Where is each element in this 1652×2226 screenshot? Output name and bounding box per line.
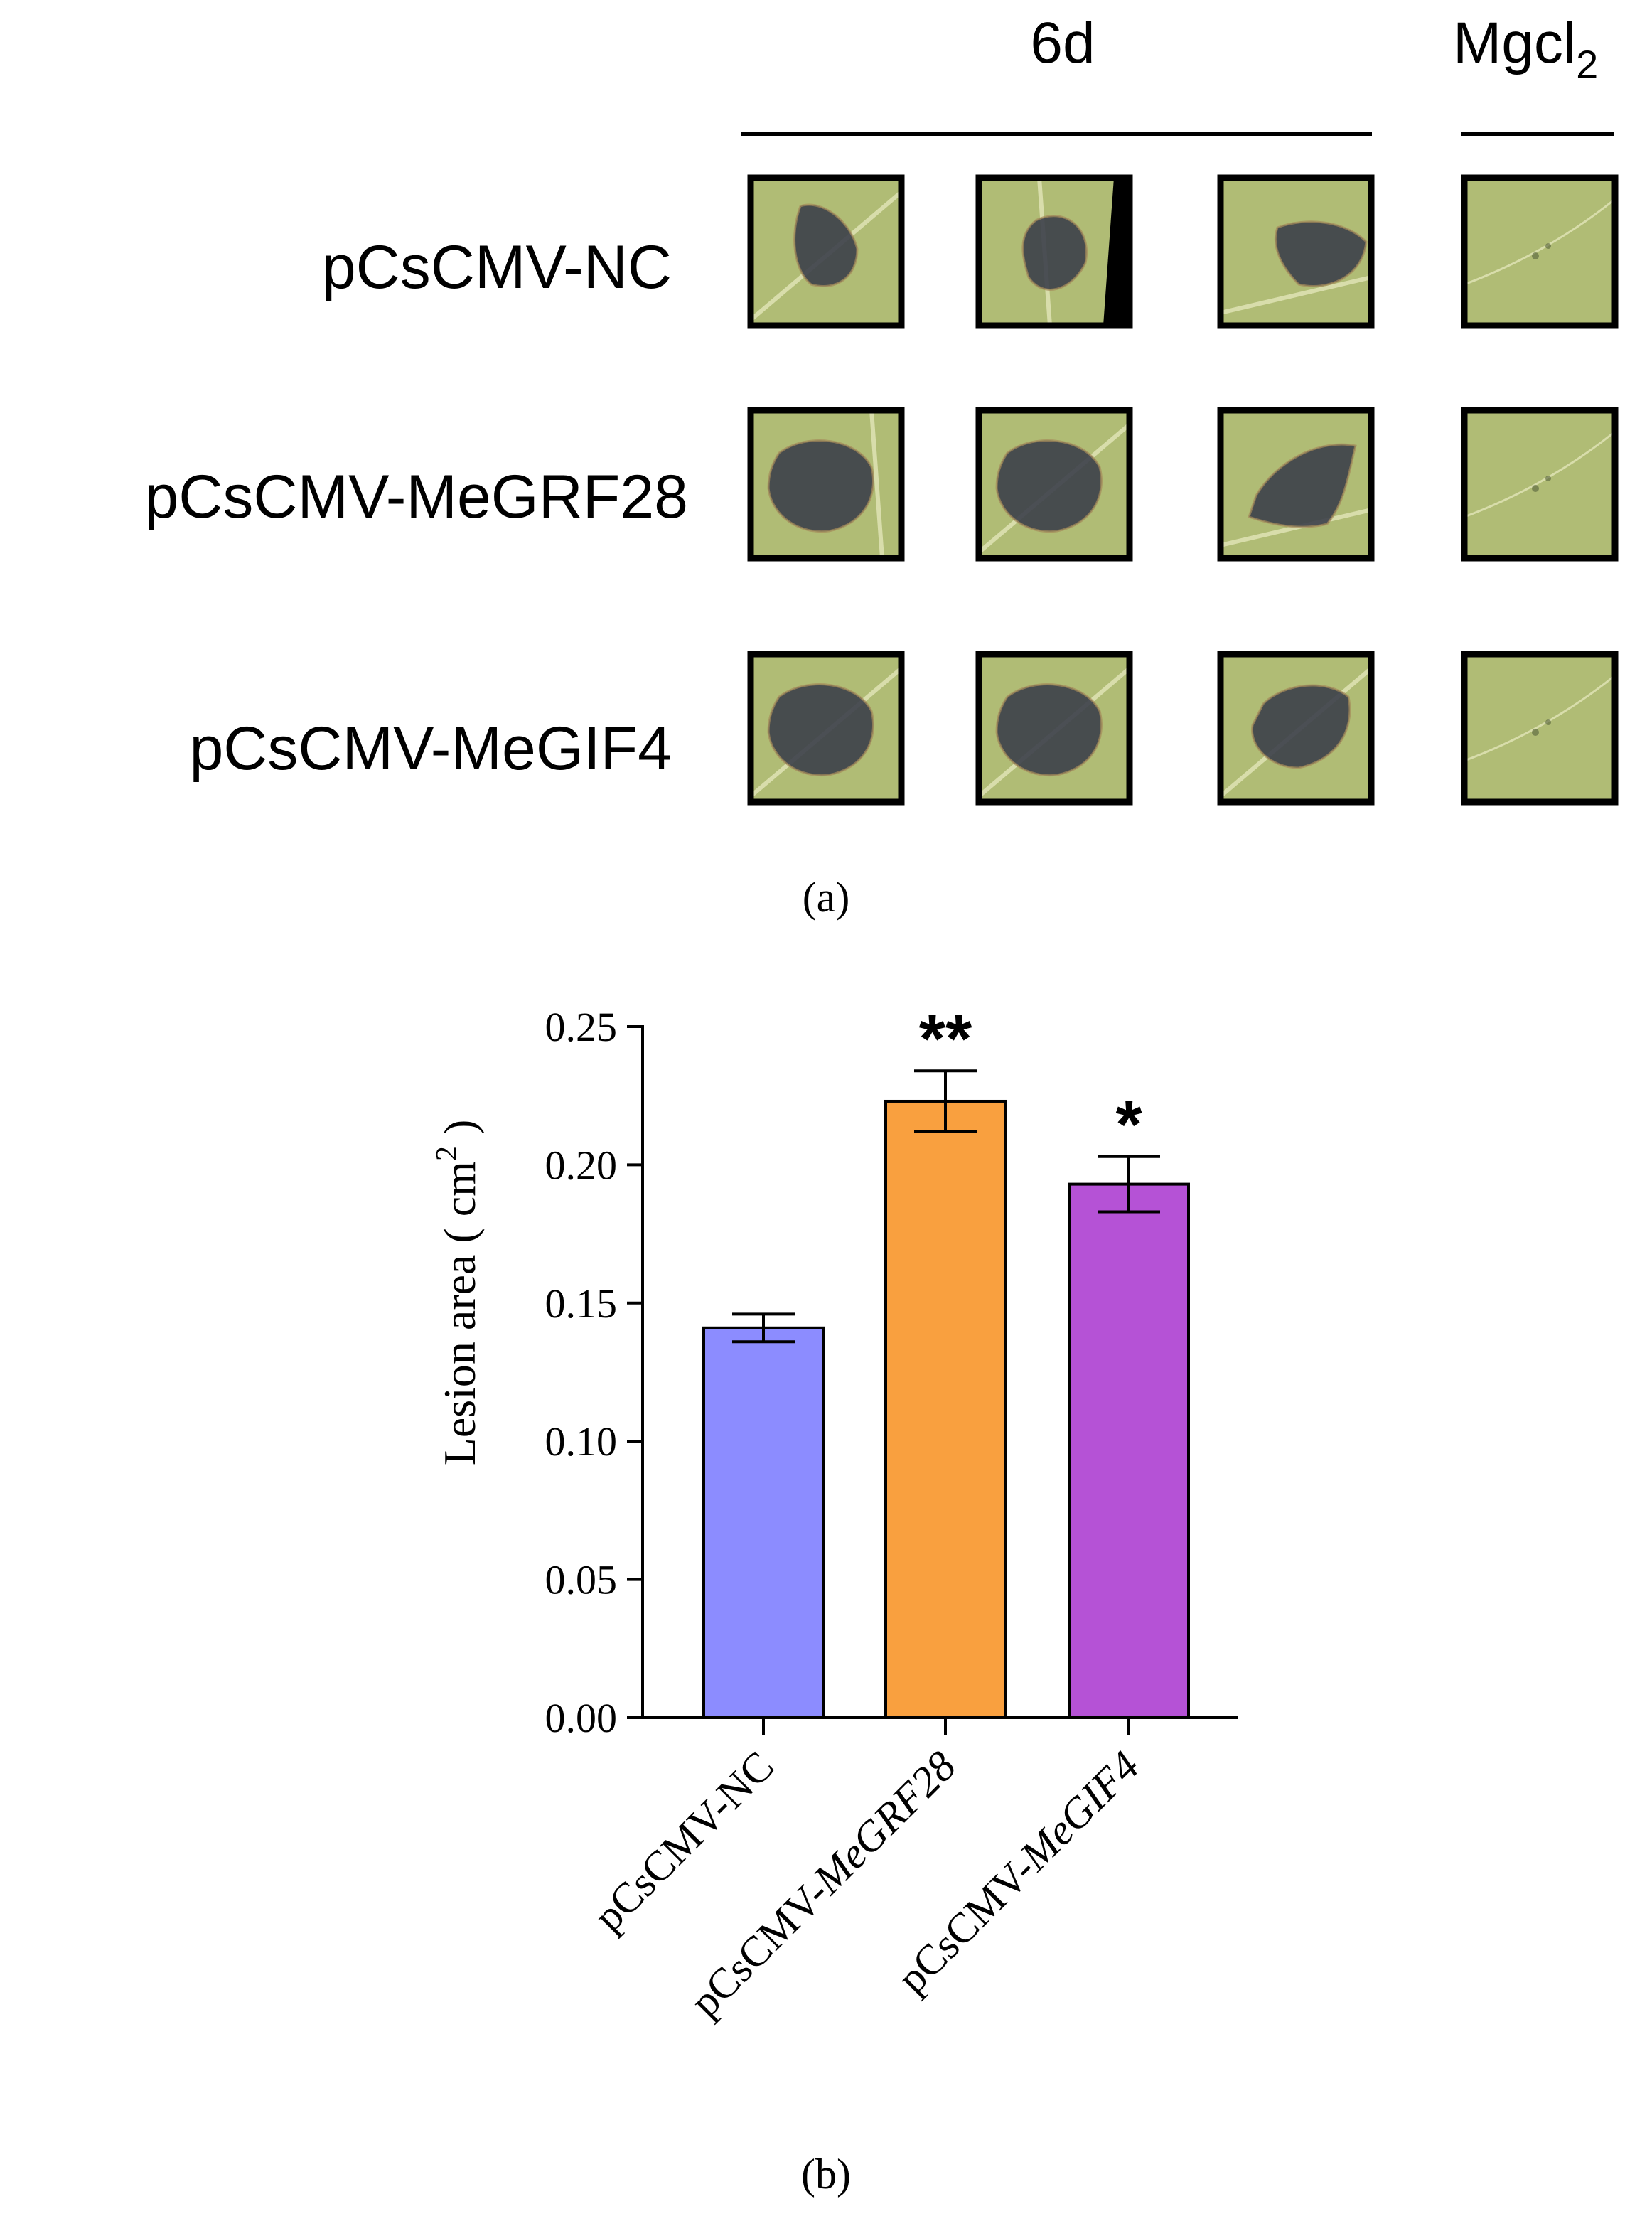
leaf-image-r3-c1	[747, 651, 905, 806]
lesion-area-bar-chart: Lesion area ( cm2 ) 0.00 0.05 0.10 0.15 0.20…	[431, 1001, 1238, 2026]
lesion-spot	[997, 440, 1102, 532]
leaf-image-r2-c2	[975, 407, 1133, 562]
y-tick-label: 0.15	[545, 1280, 618, 1327]
bar	[884, 1099, 1007, 1719]
panel-a: 6d Mgcl2 pCsCMV-NC pCsCMV-MeGRF28 pCsCMV…	[144, 11, 1619, 921]
leaf-image-r2-c4	[1461, 407, 1619, 562]
y-axis: 0.00 0.05 0.10 0.15 0.20 0.25	[545, 1004, 644, 1741]
y-tick-label: 0.05	[545, 1557, 618, 1603]
y-tick-label: 0.20	[545, 1142, 618, 1188]
y-tick-label: 0.00	[545, 1695, 618, 1741]
x-tick-label: pCsCMV-NC	[585, 1743, 783, 1941]
leaf-image-r2-c1	[747, 407, 905, 562]
leaf-image-r1-c4	[1461, 174, 1619, 329]
lesion-spot	[997, 684, 1102, 776]
leaf-image-r3-c3	[1217, 651, 1375, 806]
caption-b: (b)	[801, 2151, 851, 2198]
lesion-spot	[1022, 215, 1087, 290]
bar	[702, 1326, 825, 1719]
lesion-spot	[1252, 685, 1350, 768]
leaf-image-r3-c4	[1461, 651, 1619, 806]
row-label-megif4: pCsCMV-MeGIF4	[189, 715, 672, 783]
lesion-spot	[1275, 221, 1366, 287]
y-tick-label: 0.10	[545, 1418, 618, 1465]
leaf-image-grid	[747, 174, 1619, 806]
lesion-spot	[768, 440, 874, 532]
y-axis-label: Lesion area ( cm2 )	[431, 1120, 485, 1466]
leaf-image-r1-c2	[975, 174, 1133, 329]
leaf-image-r1-c3	[1217, 174, 1375, 329]
bar	[1068, 1182, 1190, 1719]
leaf-image-r1-c1	[747, 174, 905, 329]
leaf-image-r2-c3	[1217, 407, 1375, 562]
bars: ***	[702, 1001, 1190, 1719]
row-label-nc: pCsCMV-NC	[322, 233, 672, 301]
row-label-megrf28: pCsCMV-MeGRF28	[144, 463, 688, 531]
y-tick-label: 0.25	[545, 1004, 618, 1050]
significance-label: **	[919, 1001, 972, 1077]
leaf-image-r3-c2	[975, 651, 1133, 806]
lesion-spot	[768, 684, 874, 776]
significance-label: *	[1115, 1087, 1142, 1163]
caption-a: (a)	[803, 874, 850, 921]
header-6d: 6d	[1030, 11, 1095, 75]
lesion-spot	[1249, 444, 1356, 528]
header-mgcl: Mgcl2	[1453, 11, 1598, 87]
lesion-spot	[794, 205, 857, 287]
